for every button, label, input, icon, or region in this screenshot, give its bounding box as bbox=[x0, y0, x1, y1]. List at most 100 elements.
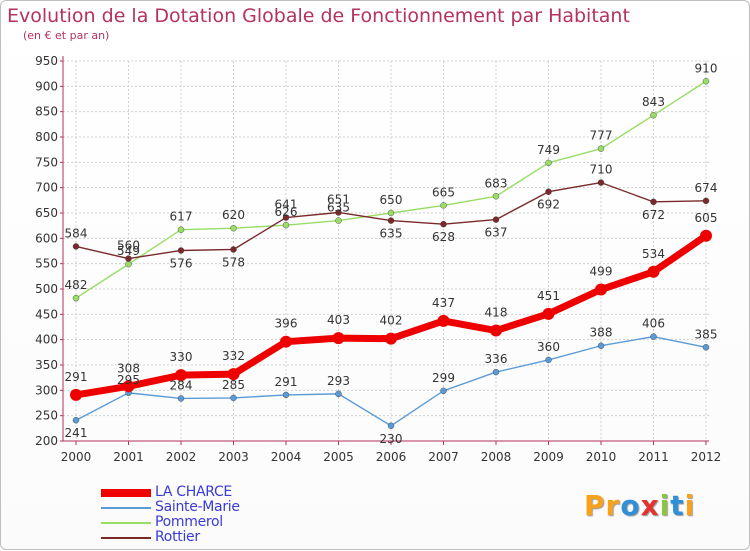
legend-swatch bbox=[101, 489, 151, 497]
legend-label: LA CHARCE bbox=[155, 484, 232, 500]
point-pommerol bbox=[230, 224, 237, 232]
x-tick-label: 2007 bbox=[428, 450, 459, 464]
y-tick-labels: 200 250 300 350 400 450 500 550 600 650 700 750 800 8… bbox=[35, 54, 58, 448]
logo-letter: P bbox=[584, 489, 606, 522]
data-label-sainte-marie: 284 bbox=[170, 378, 193, 392]
x-tick-label: 2009 bbox=[533, 450, 564, 464]
x-tick-label: 2012 bbox=[691, 450, 722, 464]
x-tick-label: 2010 bbox=[586, 450, 617, 464]
x-tick-label: 2008 bbox=[481, 450, 512, 464]
point-sainte-marie bbox=[177, 395, 185, 402]
x-tick-label: 2000 bbox=[61, 450, 92, 464]
data-label-pommerol: 549 bbox=[117, 244, 140, 258]
y-tick-label: 700 bbox=[35, 181, 58, 195]
series-points bbox=[70, 78, 712, 429]
data-label-pommerol: 635 bbox=[327, 201, 350, 215]
data-label-rottier: 692 bbox=[537, 198, 560, 212]
point-pommerol bbox=[282, 221, 290, 229]
data-label-la-charce: 291 bbox=[65, 370, 88, 384]
x-tick-label: 2002 bbox=[166, 450, 197, 464]
data-label-la-charce: 332 bbox=[222, 349, 245, 363]
point-la-charce bbox=[227, 368, 240, 381]
point-la-charce bbox=[332, 332, 345, 345]
data-label-pommerol: 683 bbox=[485, 176, 508, 190]
point-la-charce bbox=[437, 314, 450, 327]
proxiti-logo: Proxiti bbox=[584, 489, 695, 522]
data-label-sainte-marie: 291 bbox=[275, 375, 298, 389]
x-tick-label: 2004 bbox=[271, 450, 302, 464]
x-tick-label: 2011 bbox=[638, 450, 669, 464]
point-la-charce bbox=[647, 265, 660, 278]
point-pommerol bbox=[702, 78, 710, 85]
legend-item: Pommerol bbox=[101, 514, 361, 531]
data-label-rottier: 576 bbox=[170, 256, 193, 270]
data-label-sainte-marie: 388 bbox=[590, 326, 613, 340]
data-label-pommerol: 620 bbox=[222, 208, 245, 222]
y-tick-label: 900 bbox=[35, 79, 58, 93]
legend-swatch bbox=[101, 537, 151, 539]
point-sainte-marie bbox=[72, 417, 80, 424]
point-sainte-marie bbox=[650, 333, 657, 340]
point-sainte-marie bbox=[440, 387, 447, 395]
data-label-rottier: 584 bbox=[65, 226, 88, 240]
data-label-pommerol: 617 bbox=[170, 210, 193, 224]
y-tick-label: 350 bbox=[35, 358, 58, 372]
data-label-pommerol: 843 bbox=[642, 95, 665, 109]
data-label-la-charce: 418 bbox=[485, 306, 508, 320]
data-label-la-charce: 605 bbox=[695, 211, 718, 225]
y-tick-label: 600 bbox=[35, 231, 58, 245]
y-tick-label: 750 bbox=[35, 155, 58, 169]
y-tick-label: 450 bbox=[35, 307, 58, 321]
data-label-la-charce: 499 bbox=[590, 265, 613, 279]
point-sainte-marie bbox=[545, 356, 552, 364]
data-label-la-charce: 534 bbox=[642, 247, 665, 261]
point-la-charce bbox=[700, 229, 712, 242]
point-rottier bbox=[282, 214, 290, 221]
point-pommerol bbox=[440, 202, 447, 209]
point-rottier bbox=[650, 198, 657, 206]
point-rottier bbox=[335, 209, 342, 216]
y-tick-label: 300 bbox=[35, 383, 58, 397]
data-label-sainte-marie: 360 bbox=[537, 340, 560, 354]
point-la-charce bbox=[385, 332, 397, 345]
data-label-la-charce: 308 bbox=[117, 361, 140, 375]
data-label-sainte-marie: 241 bbox=[65, 426, 88, 440]
point-pommerol bbox=[387, 209, 395, 217]
data-label-rottier: 578 bbox=[222, 255, 245, 269]
data-label-sainte-marie: 299 bbox=[432, 371, 455, 385]
data-label-sainte-marie: 406 bbox=[642, 317, 665, 331]
data-label-la-charce: 437 bbox=[432, 296, 455, 310]
x-tick-label: 2005 bbox=[323, 450, 354, 464]
point-pommerol bbox=[545, 159, 552, 167]
y-tick-label: 400 bbox=[35, 333, 58, 347]
data-label-la-charce: 451 bbox=[537, 289, 560, 303]
data-label-rottier: 641 bbox=[275, 198, 298, 212]
legend-item: Sainte-Marie bbox=[101, 499, 361, 516]
point-sainte-marie bbox=[335, 390, 342, 398]
logo-letter: x bbox=[640, 489, 660, 522]
y-tick-label: 550 bbox=[35, 257, 58, 271]
data-label-pommerol: 650 bbox=[380, 193, 403, 207]
data-label-rottier: 672 bbox=[642, 208, 665, 222]
data-label-rottier: 710 bbox=[590, 163, 613, 177]
logo-letter: r bbox=[605, 489, 621, 522]
y-tick-label: 500 bbox=[35, 282, 58, 296]
point-sainte-marie bbox=[230, 394, 237, 402]
point-la-charce bbox=[280, 335, 292, 348]
point-rottier bbox=[492, 216, 500, 223]
data-label-rottier: 628 bbox=[432, 230, 455, 244]
data-label-sainte-marie: 385 bbox=[695, 327, 718, 341]
point-rottier bbox=[230, 246, 237, 253]
y-tick-label: 800 bbox=[35, 130, 58, 144]
x-tick-label: 2003 bbox=[218, 450, 249, 464]
data-label-la-charce: 396 bbox=[275, 317, 298, 331]
point-rottier bbox=[545, 188, 552, 195]
point-rottier bbox=[440, 220, 447, 228]
point-pommerol bbox=[597, 145, 605, 152]
data-label-la-charce: 330 bbox=[170, 350, 193, 364]
x-tick-label: 2006 bbox=[376, 450, 407, 464]
y-tick-label: 950 bbox=[35, 54, 58, 68]
legend-swatch bbox=[101, 507, 151, 509]
point-sainte-marie bbox=[597, 342, 605, 349]
data-label-pommerol: 749 bbox=[537, 143, 560, 157]
